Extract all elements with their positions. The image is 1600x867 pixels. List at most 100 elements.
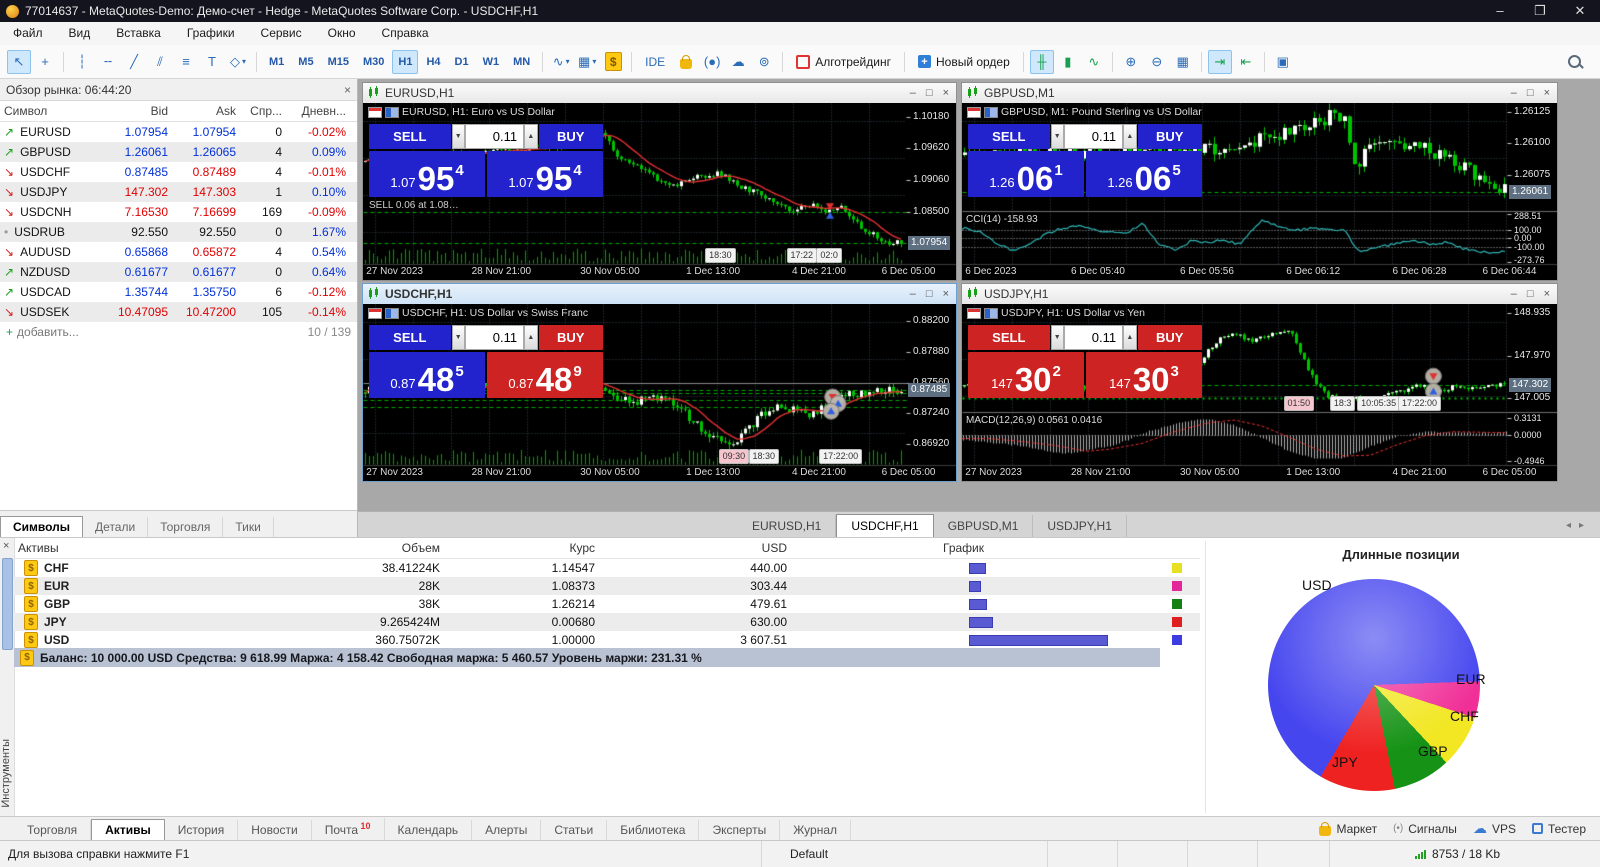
chart-window-titlebar[interactable]: GBPUSD,M1 – □ × — [962, 83, 1557, 103]
cursor-tool-icon[interactable]: ↖ — [7, 49, 31, 74]
line-chart-type-icon[interactable]: ∿ ▾ — [552, 53, 570, 69]
depth-of-market-icon[interactable] — [984, 106, 998, 118]
volume-decrease-button[interactable]: ▼ — [1050, 124, 1064, 149]
chart-window-USDCHF,H1[interactable]: USDCHF,H1 – □ × USDCHF, H1: US Dollar vs Swi… — [362, 283, 957, 482]
bottom-tab-Статьи[interactable]: Статьи — [541, 820, 608, 840]
asset-row-JPY[interactable]: $ JPY 9.265424M 0.00680 630.00 — [14, 613, 1200, 631]
market-watch-row-USDCHF[interactable]: ↘ USDCHF 0.87485 0.87489 4 -0.01% — [0, 162, 357, 182]
maximize-icon[interactable]: □ — [925, 87, 933, 99]
volume-decrease-button[interactable]: ▼ — [1050, 325, 1064, 350]
chart-tab-USDJPY,H1[interactable]: USDJPY,H1 — [1033, 515, 1127, 537]
timeframe-M15[interactable]: M15 — [327, 55, 349, 68]
sell-price[interactable]: 1.26 06 1 — [968, 151, 1084, 197]
volume-input[interactable]: 0.11 — [464, 325, 525, 350]
bottom-tab-Новости[interactable]: Новости — [238, 820, 312, 840]
column-header-2[interactable]: Ask — [215, 104, 236, 118]
chart-window-EURUSD,H1[interactable]: EURUSD,H1 – □ × EURUSD, H1: Euro vs US Dolla… — [362, 82, 957, 281]
chart-window-titlebar[interactable]: USDCHF,H1 – □ × — [363, 284, 956, 304]
assets-column-2[interactable]: Курс — [569, 541, 595, 555]
horizontal-line-tool-icon[interactable]: ╌ — [104, 53, 112, 69]
menu-Справка[interactable]: Справка — [381, 26, 429, 40]
asset-row-USD[interactable]: $ USD 360.75072K 1.00000 3 607.51 — [14, 631, 1200, 649]
menu-Файл[interactable]: Файл — [13, 26, 43, 40]
metaeditor-ide-button[interactable]: IDE — [645, 54, 666, 69]
depth-of-market-icon[interactable] — [385, 307, 399, 319]
profile-name[interactable]: Default — [790, 847, 829, 861]
indicators-icon[interactable]: ▦ ▾ — [578, 53, 597, 69]
chart-shift-icon[interactable]: ⇤ — [1240, 53, 1252, 69]
cloud-icon[interactable]: ☁ — [731, 53, 745, 69]
assets-column-0[interactable]: Активы — [18, 541, 59, 555]
market-watch-row-USDJPY[interactable]: ↘ USDJPY 147.302 147.303 1 0.10% — [0, 182, 357, 202]
sell-price[interactable]: 0.87 48 5 — [369, 352, 485, 398]
asset-row-CHF[interactable]: $ CHF 38.41224K 1.14547 440.00 — [14, 559, 1200, 577]
sell-button[interactable]: SELL — [369, 124, 451, 149]
bottom-tab-Алерты[interactable]: Алерты — [472, 820, 542, 840]
chart-tab-USDCHF,H1[interactable]: USDCHF,H1 — [836, 514, 934, 538]
menu-Вставка[interactable]: Вставка — [116, 26, 161, 40]
scrollbar-thumb[interactable] — [2, 558, 13, 650]
market-watch-row-AUDUSD[interactable]: ↘ AUDUSD 0.65868 0.65872 4 0.54% — [0, 242, 357, 262]
tab-scroll-arrows[interactable]: ◂▸ — [1565, 520, 1592, 531]
sell-price[interactable]: 147 30 2 — [968, 352, 1084, 398]
column-header-1[interactable]: Bid — [150, 104, 168, 118]
search-icon[interactable] — [1562, 50, 1586, 74]
minimize-button[interactable]: – — [1496, 3, 1504, 18]
market-watch-row-USDCAD[interactable]: ↗ USDCAD 1.35744 1.35750 6 -0.12% — [0, 282, 357, 302]
new-order-button[interactable]: + Новый ордер — [911, 50, 1017, 74]
bars-mode-icon[interactable]: ╫ — [1029, 49, 1054, 74]
shapes-tool-icon[interactable]: ◇ ▾ — [229, 53, 246, 69]
screenshot-camera-icon[interactable]: ▣ — [1276, 53, 1289, 69]
chart-area[interactable]: USDCHF, H1: US Dollar vs Swiss Franc SELL… — [363, 304, 956, 481]
buy-price[interactable]: 1.07 95 4 — [487, 151, 603, 197]
timeframe-MN[interactable]: MN — [513, 55, 531, 68]
market-watch-row-NZDUSD[interactable]: ↗ NZDUSD 0.61677 0.61677 0 0.64% — [0, 262, 357, 282]
link-Тестер[interactable]: Тестер — [1531, 822, 1586, 836]
menu-Графики[interactable]: Графики — [186, 26, 235, 40]
link-Маркет[interactable]: Маркет — [1319, 821, 1377, 836]
fibonacci-tool-icon[interactable]: ≡ — [182, 54, 190, 69]
bottom-tab-Библиотека[interactable]: Библиотека — [607, 820, 700, 840]
timeframe-M30[interactable]: M30 — [362, 55, 385, 68]
market-watch-row-USDCNH[interactable]: ↘ USDCNH 7.16530 7.16699 169 -0.09% — [0, 202, 357, 222]
link-Сигналы[interactable]: (•) Сигналы — [1393, 822, 1457, 836]
asset-row-EUR[interactable]: $ EUR 28K 1.08373 303.44 — [14, 577, 1200, 595]
close-button[interactable]: ✕ — [1574, 3, 1586, 18]
minimize-icon[interactable]: – — [909, 87, 916, 99]
close-icon[interactable]: × — [1543, 87, 1550, 99]
candles-mode-icon[interactable]: ▮ — [1064, 53, 1072, 69]
maximize-icon[interactable]: □ — [925, 288, 933, 300]
volume-decrease-button[interactable]: ▼ — [451, 325, 465, 350]
bottom-tab-Активы[interactable]: Активы — [91, 819, 165, 841]
volume-increase-button[interactable]: ▲ — [1123, 124, 1137, 149]
volume-input[interactable]: 0.11 — [1063, 325, 1124, 350]
quotes-grid-icon[interactable] — [368, 307, 382, 319]
chart-window-GBPUSD,M1[interactable]: GBPUSD,M1 – □ × GBPUSD, M1: Pound Sterling v… — [961, 82, 1558, 281]
market-bag-icon[interactable] — [674, 50, 698, 74]
close-icon[interactable]: × — [3, 540, 10, 552]
bottom-tab-История[interactable]: История — [165, 820, 239, 840]
buy-price[interactable]: 147 30 3 — [1086, 352, 1202, 398]
volume-decrease-button[interactable]: ▼ — [451, 124, 465, 149]
quotes-grid-icon[interactable] — [967, 106, 981, 118]
algo-trading-button[interactable]: Алготрейдинг — [789, 50, 898, 74]
market-watch-tab-Символы[interactable]: Символы — [0, 516, 84, 538]
bottom-tab-Торговля[interactable]: Торговля — [14, 820, 92, 840]
assets-column-3[interactable]: USD — [761, 541, 787, 555]
quotes-grid-icon[interactable] — [368, 106, 382, 118]
chart-area[interactable]: GBPUSD, M1: Pound Sterling vs US Dollar S… — [962, 103, 1557, 280]
chart-window-titlebar[interactable]: EURUSD,H1 – □ × — [363, 83, 956, 103]
column-header-3[interactable]: Спр... — [250, 104, 282, 118]
volume-increase-button[interactable]: ▲ — [1123, 325, 1137, 350]
bottom-tab-Календарь[interactable]: Календарь — [385, 820, 473, 840]
quotes-grid-icon[interactable] — [967, 307, 981, 319]
minimize-icon[interactable]: – — [909, 288, 916, 300]
assets-column-1[interactable]: Объем — [401, 541, 440, 555]
menu-Вид[interactable]: Вид — [68, 26, 91, 40]
trendline-tool-icon[interactable]: ╱ — [130, 53, 138, 69]
chart-area[interactable]: EURUSD, H1: Euro vs US Dollar SELL ▼ 0.11 ▲ B… — [363, 103, 956, 280]
market-watch-tab-Торговля[interactable]: Торговля — [148, 517, 224, 537]
maximize-icon[interactable]: □ — [1526, 87, 1534, 99]
volume-increase-button[interactable]: ▲ — [524, 124, 538, 149]
buy-button[interactable]: BUY — [1137, 325, 1202, 350]
